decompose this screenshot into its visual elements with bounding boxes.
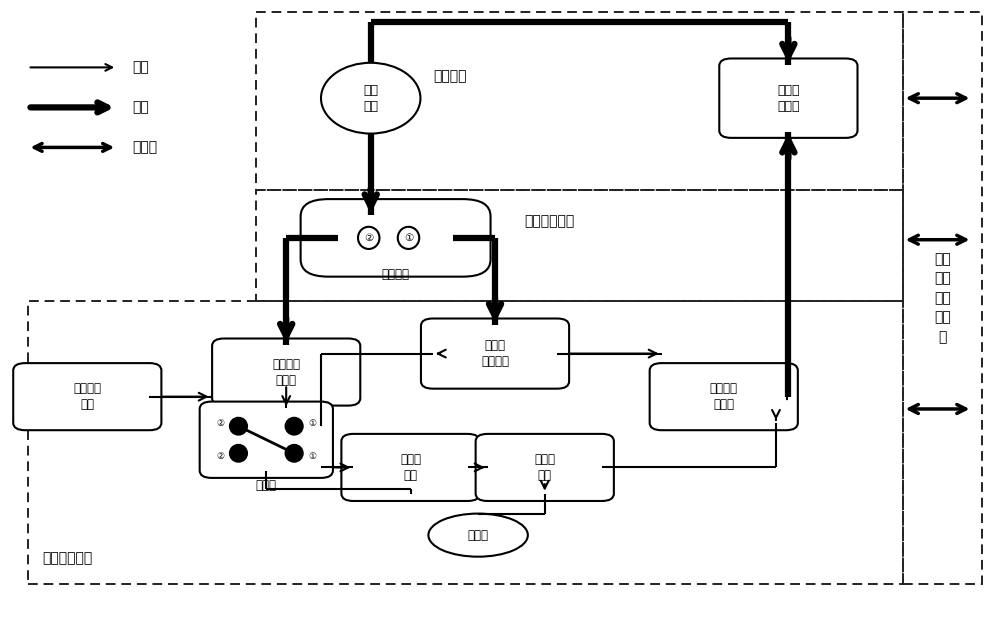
Ellipse shape: [321, 63, 420, 134]
Text: 光移频
单元: 光移频 单元: [400, 453, 421, 482]
Ellipse shape: [358, 227, 379, 249]
Text: 待测电
光调制器: 待测电 光调制器: [481, 339, 509, 368]
Ellipse shape: [230, 445, 247, 462]
Text: 控制
与数
据处
理模
块: 控制 与数 据处 理模 块: [934, 252, 951, 344]
Text: 微波开关: 微波开关: [382, 268, 410, 281]
Text: ①: ①: [308, 419, 316, 428]
Text: 参考源: 参考源: [468, 528, 489, 542]
Text: 光本振
单元: 光本振 单元: [534, 453, 555, 482]
FancyBboxPatch shape: [719, 58, 858, 138]
Text: 光开关: 光开关: [256, 479, 277, 492]
FancyBboxPatch shape: [212, 338, 360, 406]
Text: ①: ①: [404, 233, 413, 243]
Text: 射频模块: 射频模块: [434, 70, 467, 84]
FancyBboxPatch shape: [13, 363, 161, 430]
Text: 幅相接
收单元: 幅相接 收单元: [777, 84, 800, 112]
FancyBboxPatch shape: [476, 434, 614, 501]
Text: ②: ②: [216, 452, 225, 461]
Ellipse shape: [230, 417, 247, 435]
Text: ②: ②: [216, 419, 225, 428]
Text: 移频外差模块: 移频外差模块: [42, 551, 93, 565]
Text: ①: ①: [308, 452, 316, 461]
Text: 可调谐激
光器: 可调谐激 光器: [73, 382, 101, 411]
FancyBboxPatch shape: [341, 434, 480, 501]
Text: 主微
波源: 主微 波源: [363, 84, 378, 112]
Text: 待测直调
激光器: 待测直调 激光器: [272, 358, 300, 386]
FancyBboxPatch shape: [421, 319, 569, 389]
Text: 数据流: 数据流: [132, 140, 157, 155]
Ellipse shape: [285, 417, 303, 435]
Text: 光路: 光路: [132, 60, 149, 75]
Text: 电路: 电路: [132, 101, 149, 114]
Text: ②: ②: [364, 233, 373, 243]
Ellipse shape: [285, 445, 303, 462]
FancyBboxPatch shape: [650, 363, 798, 430]
Text: 待测光电
探测器: 待测光电 探测器: [710, 382, 738, 411]
Text: 微波夹具模块: 微波夹具模块: [525, 214, 575, 229]
FancyBboxPatch shape: [200, 402, 333, 478]
Ellipse shape: [428, 514, 528, 556]
FancyBboxPatch shape: [301, 199, 491, 276]
Ellipse shape: [398, 227, 419, 249]
